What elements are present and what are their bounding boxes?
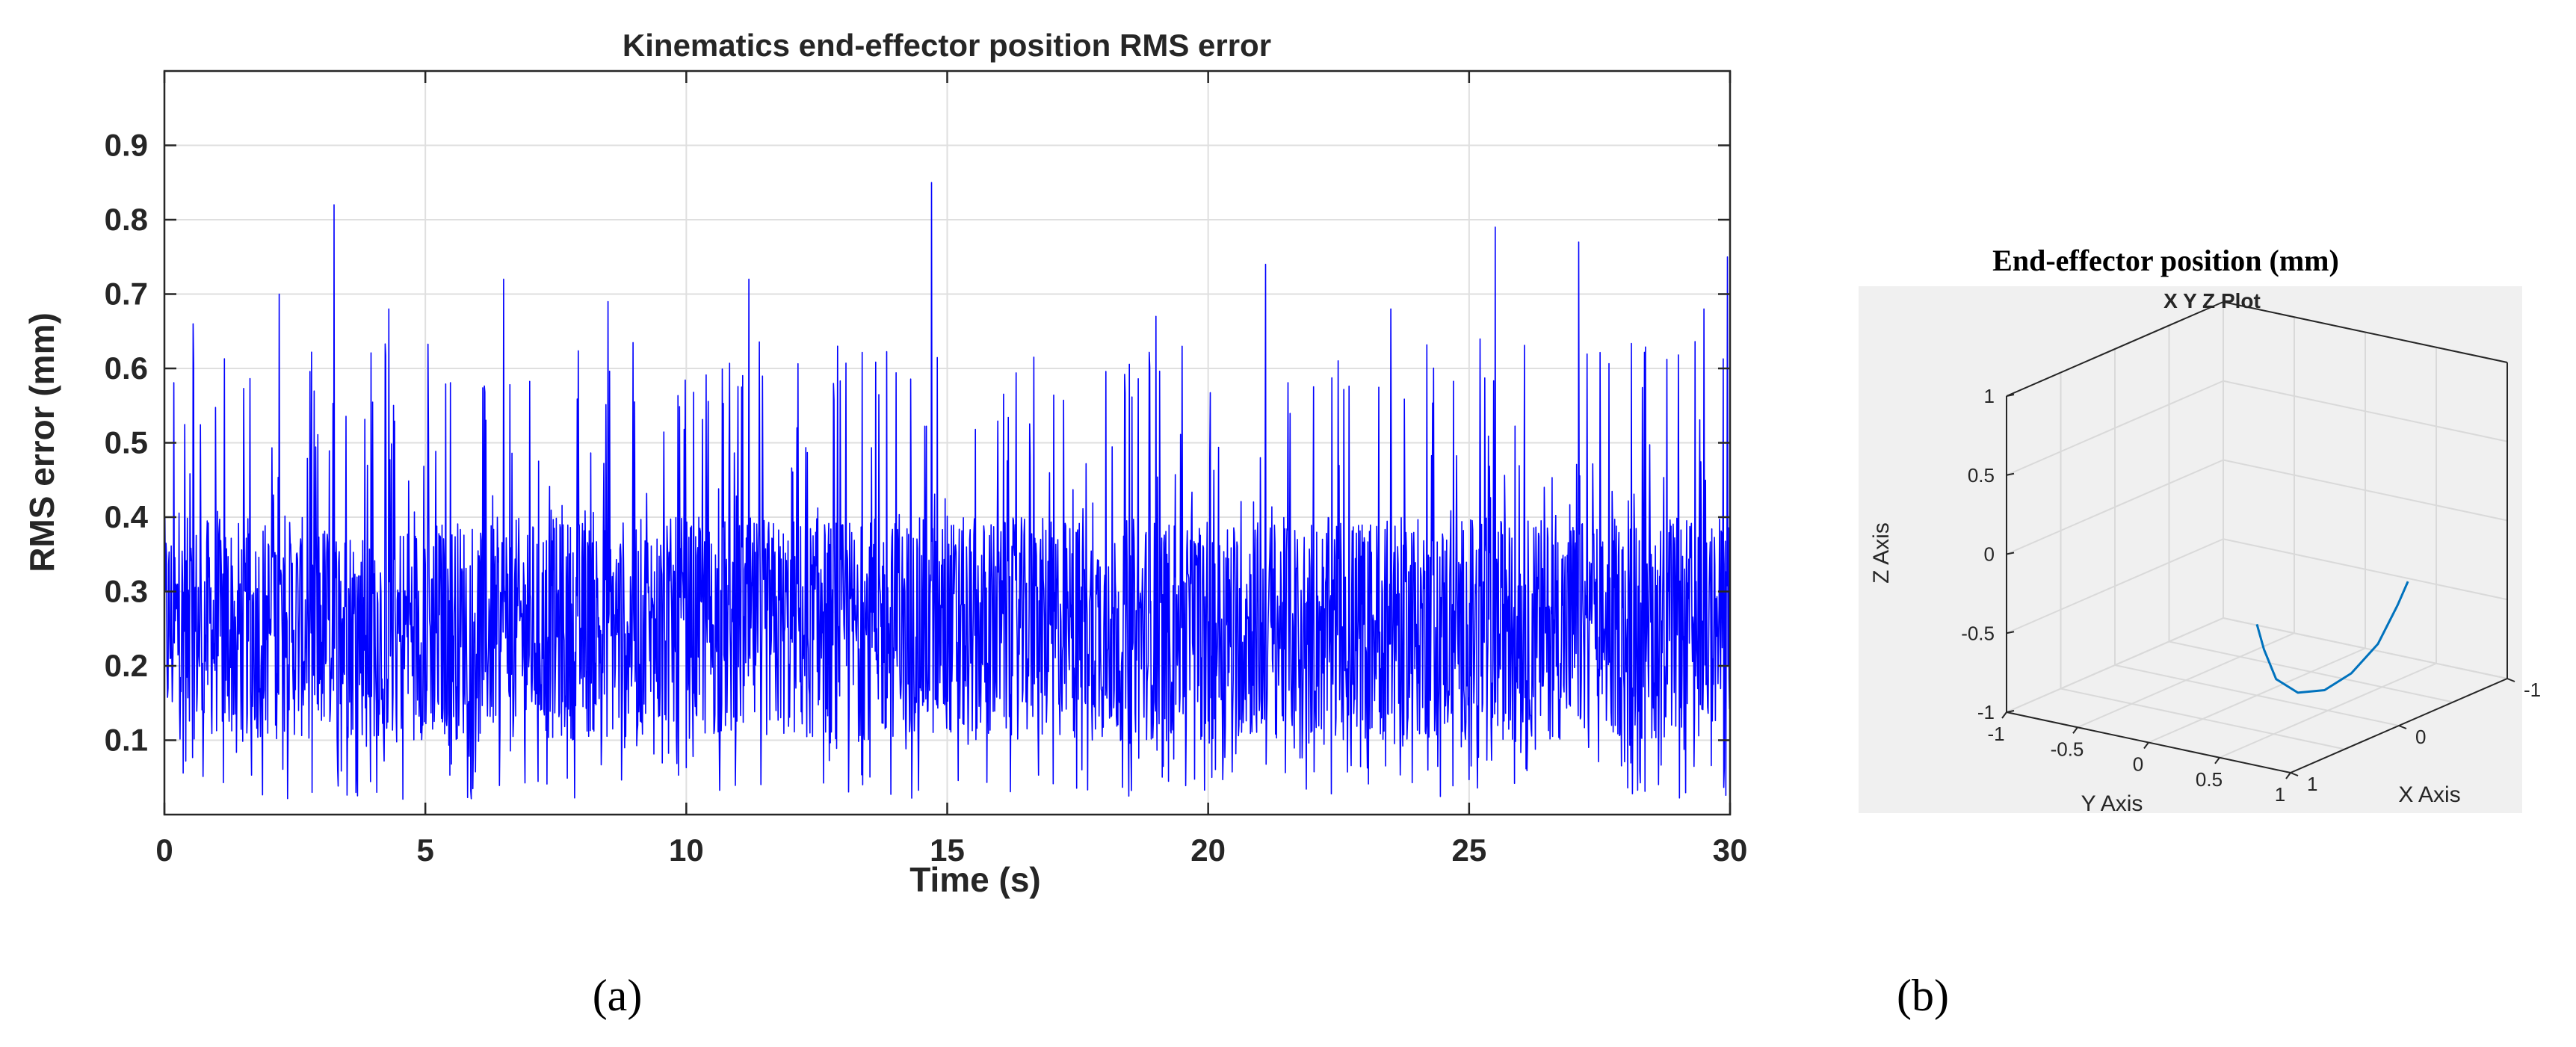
y-tick-label: 0.4 [105, 499, 149, 534]
back-wall-grid-line [2223, 617, 2508, 679]
left-wall-grid-line [2006, 617, 2224, 713]
x-tick-mark [2398, 725, 2407, 729]
y-tick-label: 0.7 [105, 277, 148, 312]
tick-label: 0 [1984, 543, 1995, 566]
y-tick-mark [2072, 726, 2078, 734]
x-tick-label: 30 [1713, 833, 1748, 868]
back-wall-grid-line [2223, 459, 2508, 522]
z-tick-mark [2006, 631, 2015, 634]
trajectory-line [2255, 581, 2409, 694]
chart-subtitle: X Y Z Plot [2163, 289, 2261, 312]
y-tick-label: 0.1 [105, 723, 148, 758]
x-axis-label: Time (s) [909, 860, 1041, 899]
x-tick-label: 0 [155, 833, 173, 868]
tick-label: -0.5 [1961, 622, 1995, 644]
x-tick-label: 15 [930, 833, 965, 868]
floor-grid-line [2169, 640, 2453, 703]
y-axis-label: Y Axis [2081, 791, 2143, 816]
y-tick-label: 0.6 [105, 350, 148, 386]
rms-error-series [164, 182, 1731, 800]
rms-error-chart: 0 5 10 15 20 25 300.10.20.30.40.50.60.70.80.9 … [22, 28, 1747, 1020]
z-tick-mark [2006, 552, 2015, 555]
y-tick-mark [2285, 772, 2291, 779]
floor-grid-line [2060, 688, 2345, 750]
rms-error-line [164, 182, 1731, 800]
tick-label: 1 [2275, 783, 2285, 806]
axis-ticks: 0 5 10 15 20 25 30 0.1 0.2 0.3 0.4 0.5 0.6 0.7 0.8 0.9 [105, 71, 1748, 868]
x-tick-label: 10 [669, 833, 704, 868]
left-wall-grid-line [2006, 380, 2224, 476]
y-tick-mark [2001, 711, 2007, 719]
tick-label: 1 [1984, 385, 1995, 407]
y-tick-label: 0.5 [105, 425, 148, 460]
x-tick-label: 20 [1190, 833, 1226, 868]
tick-label: -0.5 [2051, 738, 2084, 760]
floor-grid-line [2114, 664, 2400, 726]
x-tick-mark [2290, 772, 2299, 776]
tick-label: -1 [1987, 723, 2004, 745]
y-tick-label: 0.3 [105, 574, 148, 609]
y-tick-mark [2214, 757, 2220, 765]
3d-axis-ticks: -1 -0.5 0 0.5 1 -1 -0.5 0 0.5 1 -1 0 1 [1961, 385, 2541, 806]
box-edge [2223, 301, 2508, 363]
back-wall-grid-line [2223, 380, 2508, 442]
x-axis-label: X Axis [2398, 782, 2460, 807]
x-tick-mark [2506, 678, 2515, 682]
z-tick-mark [2006, 710, 2015, 713]
y-tick-mark [2143, 741, 2149, 750]
left-wall-grid-line [2006, 459, 2224, 555]
z-tick-mark [2006, 472, 2015, 476]
tick-label: 1 [2307, 773, 2317, 795]
box-edge [2006, 301, 2224, 397]
tick-label: 0.5 [2196, 768, 2223, 791]
xyz-position-chart: -1 -0.5 0 0.5 1 -1 -0.5 0 0.5 1 -1 0 1 End-effector … [1859, 244, 2541, 1020]
tick-label: -1 [1977, 701, 1995, 723]
panel-label-a: (a) [593, 971, 643, 1020]
back-wall-grid-line [2223, 538, 2508, 601]
tick-label: 0 [2133, 753, 2143, 776]
tick-label: -1 [2524, 679, 2541, 701]
z-tick-mark [2006, 394, 2015, 397]
y-tick-label: 0.9 [105, 128, 148, 163]
x-tick-label: 5 [416, 833, 433, 868]
chart-title: Kinematics end-effector position RMS err… [623, 28, 1271, 63]
z-axis-label: Z Axis [1869, 522, 1894, 584]
left-wall-grid-line [2006, 538, 2224, 634]
panel-label-b: (b) [1897, 971, 1949, 1020]
plot-background [1859, 286, 2522, 813]
tick-label: 0.5 [1968, 464, 1995, 487]
trajectory-series [2255, 581, 2409, 694]
y-tick-label: 0.8 [105, 202, 148, 237]
x-tick-label: 25 [1451, 833, 1486, 868]
tick-label: 0 [2415, 726, 2426, 748]
y-tick-label: 0.2 [105, 648, 148, 683]
y-axis-label: RMS error (mm) [22, 312, 61, 572]
chart-title: End-effector position (mm) [1992, 244, 2339, 277]
